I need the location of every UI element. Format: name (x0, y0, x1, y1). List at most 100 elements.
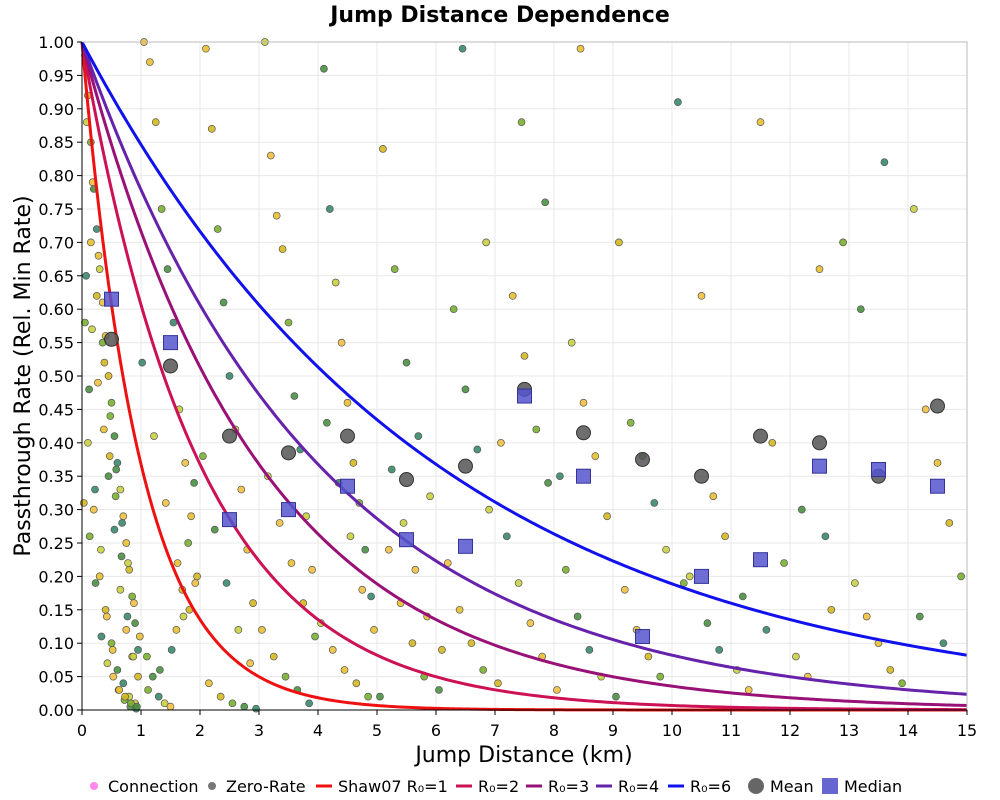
scatter-point (290, 392, 299, 400)
scatter-point (121, 692, 129, 701)
y-tick-label: 0.35 (38, 467, 74, 486)
scatter-point (109, 672, 118, 681)
scatter-point (151, 118, 160, 127)
scatter-point (458, 44, 467, 53)
scatter-point (191, 579, 200, 587)
scatter-point (957, 572, 965, 581)
median-marker (930, 478, 945, 494)
scatter-point (113, 666, 122, 674)
scatter-point (815, 265, 824, 273)
median-marker (635, 629, 650, 645)
curve-R0-4 (80, 41, 968, 696)
scatter-point (821, 532, 830, 541)
scatter-point (222, 579, 231, 587)
scatter-point (780, 559, 788, 567)
scatter-point (128, 592, 136, 601)
scatter-point (130, 599, 138, 607)
scatter-point (839, 238, 847, 247)
scatter-point (364, 692, 372, 701)
scatter-point (921, 405, 930, 414)
scatter-point (278, 245, 287, 253)
scatter-point (207, 124, 216, 133)
x-tick-label: 6 (431, 721, 441, 740)
legend-label: Median (844, 777, 902, 796)
scatter-point (154, 692, 163, 701)
scatter-point (148, 672, 157, 681)
scatter-point (449, 305, 458, 314)
scatter-point (331, 278, 340, 287)
x-tick-label: 5 (372, 721, 382, 740)
scatter-point (485, 505, 493, 514)
scatter-point (179, 612, 188, 621)
scatter-point (193, 572, 201, 581)
y-tick-label: 0.60 (38, 300, 74, 319)
scatter-point (933, 458, 942, 467)
scatter-point (532, 425, 541, 434)
scatter-point (414, 432, 423, 440)
x-tick-label: 15 (957, 721, 977, 740)
scatter-point (269, 652, 278, 661)
scatter-point (138, 358, 147, 367)
scatter-point (370, 625, 378, 634)
scatter-point (237, 485, 246, 494)
x-tick-label: 12 (780, 721, 800, 740)
scatter-point (124, 559, 132, 567)
x-axis-label: Jump Distance (km) (413, 743, 632, 768)
scatter-point (325, 205, 334, 213)
scatter-point (703, 619, 712, 628)
scatter-point (272, 211, 281, 220)
y-tick-label: 0.20 (38, 567, 74, 586)
y-tick-label: 0.65 (38, 267, 74, 286)
scatter-point (163, 265, 172, 273)
scatter-point (567, 338, 576, 347)
scatter-point (144, 686, 152, 694)
mean-marker (694, 468, 709, 484)
scatter-point (910, 205, 918, 213)
scatter-point (275, 519, 284, 527)
scatter-point (343, 398, 352, 407)
scatter-point (95, 572, 104, 581)
median-marker (104, 291, 119, 307)
scatter-point (473, 445, 482, 454)
y-tick-label: 0.40 (38, 434, 74, 453)
scatter-point (100, 358, 109, 367)
scatter-point (502, 532, 511, 541)
scatter-point (190, 479, 198, 487)
scatter-point (146, 58, 154, 66)
scatter-point (116, 585, 125, 594)
scatter-point (167, 646, 176, 654)
median-marker (694, 568, 709, 584)
scatter-point (685, 572, 694, 581)
scatter-point (115, 686, 124, 694)
legend-item: Median (822, 777, 902, 796)
mean-marker (458, 458, 473, 474)
scatter-point (228, 699, 237, 708)
y-tick-label: 0.50 (38, 367, 74, 386)
scatter-point (715, 646, 724, 654)
scatter-point (91, 485, 99, 494)
scatter-point (160, 699, 169, 708)
scatter-point (738, 592, 747, 601)
scatter-point (106, 412, 115, 420)
scatter-point (352, 679, 361, 688)
x-tick-label: 8 (549, 721, 559, 740)
scatter-point (644, 652, 653, 661)
scatter-point (573, 612, 582, 621)
median-marker (753, 552, 768, 568)
scatter-point (166, 702, 175, 711)
scatter-point (181, 458, 190, 467)
median-marker (281, 502, 296, 518)
scatter-point (494, 679, 502, 688)
scatter-point (455, 605, 464, 614)
mean-marker (104, 331, 119, 347)
mean-marker (281, 445, 296, 461)
scatter-point (308, 565, 316, 574)
scatter-point (544, 479, 552, 487)
legend-item: Shaw07 R₀=1 (316, 777, 448, 796)
x-tick-label: 2 (195, 721, 205, 740)
scatter-point (97, 545, 105, 554)
scatter-point (266, 151, 275, 160)
mean-marker (930, 398, 945, 414)
scatter-point (756, 118, 765, 127)
